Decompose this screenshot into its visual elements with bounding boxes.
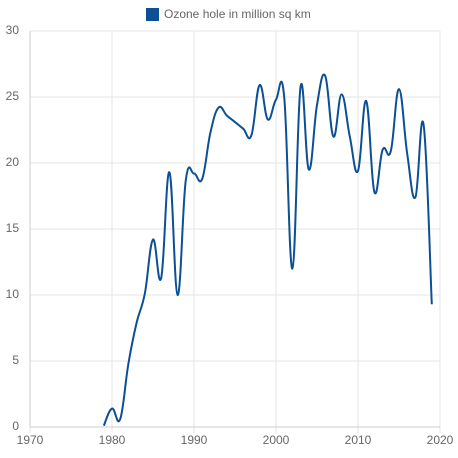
y-tick-label: 15: [6, 221, 20, 235]
legend-swatch: [146, 8, 159, 21]
x-tick-label: 2000: [263, 433, 290, 447]
x-tick-label: 2010: [345, 433, 372, 447]
legend-label: Ozone hole in million sq km: [164, 7, 311, 21]
y-tick-label: 30: [6, 23, 20, 37]
y-tick-label: 20: [6, 155, 20, 169]
x-tick-label: 1970: [17, 433, 44, 447]
y-tick-label: 10: [6, 287, 20, 301]
y-tick-label: 5: [12, 353, 19, 367]
y-tick-label: 0: [12, 419, 19, 433]
line-series: [102, 73, 433, 427]
x-tick-label: 2020: [427, 433, 454, 447]
y-tick-label: 25: [6, 89, 20, 103]
x-tick-label: 1990: [181, 433, 208, 447]
x-tick-label: 1980: [99, 433, 126, 447]
